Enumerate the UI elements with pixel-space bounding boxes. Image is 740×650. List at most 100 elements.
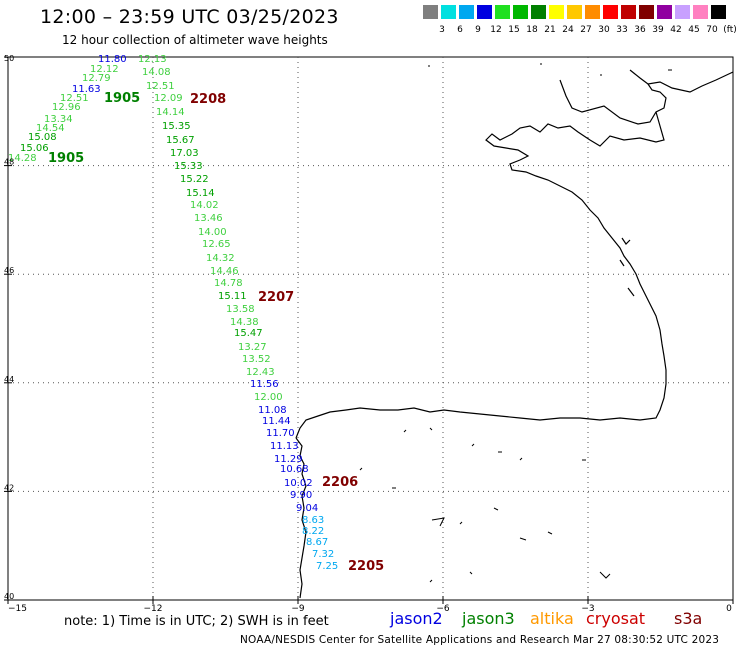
wave-height-reading: 11.80: [98, 54, 127, 65]
longitude-label: −9: [291, 604, 305, 614]
wave-height-reading: 13.27: [238, 342, 267, 353]
scale-label: 12: [490, 25, 502, 35]
legend-jason3: jason3: [462, 609, 515, 628]
scale-label: 30: [598, 25, 610, 35]
inland-water-marks: [359, 63, 672, 583]
scale-label: 24: [562, 25, 574, 35]
wave-height-reading: 13.34: [44, 114, 73, 125]
wave-height-reading: 10.02: [284, 478, 313, 489]
scale-swatch: [549, 5, 564, 19]
wave-height-reading: 12.51: [146, 81, 175, 92]
wave-height-reading: 8.67: [306, 537, 328, 548]
wave-height-reading: 12.43: [246, 367, 275, 378]
wave-height-reading: 14.54: [36, 123, 65, 134]
pass-time-label: 1905: [104, 91, 140, 106]
scale-swatch: [621, 5, 636, 19]
galicia-coast: [295, 437, 307, 599]
wave-height-reading: 15.33: [174, 161, 203, 172]
wave-height-reading: 12.12: [90, 64, 119, 75]
wave-height-reading: 11.56: [250, 379, 279, 390]
wave-height-reading: 12.51: [60, 93, 89, 104]
wave-height-reading: 11.70: [266, 428, 295, 439]
pass-time-label: 2206: [322, 475, 358, 490]
scale-label: 21: [544, 25, 556, 35]
latitude-label: 42: [4, 483, 14, 492]
wave-height-reading: 12.65: [202, 239, 231, 250]
scale-swatch: [495, 5, 510, 19]
wave-height-reading: 13.46: [194, 213, 223, 224]
latitude-label: 48: [4, 158, 14, 167]
longitude-label: −3: [581, 604, 594, 614]
longitude-labels: −15 −12 −9 −6 −3 0: [8, 604, 732, 614]
wave-height-reading: 14.02: [190, 200, 219, 211]
wave-height-reading: 14.32: [206, 253, 235, 264]
scale-swatch: [531, 5, 546, 19]
wave-height-reading: 9.04: [296, 503, 318, 514]
wave-height-reading: 12.96: [52, 102, 81, 113]
pass-time-labels: 1905 2208 1905 2207 2206 2205: [48, 91, 384, 574]
wave-height-reading: 11.13: [270, 441, 299, 452]
wave-height-reading: 9.90: [290, 490, 312, 501]
wave-height-reading: 17.03: [170, 148, 199, 159]
page-title: 12:00 – 23:59 UTC 03/25/2023: [40, 6, 339, 28]
scale-swatch: [585, 5, 600, 19]
cotentin-peninsula: [559, 79, 667, 125]
pass-time-label: 2205: [348, 559, 384, 574]
latitude-label: 50: [4, 54, 14, 63]
scale-swatch: [441, 5, 456, 19]
footer-credit: NOAA/NESDIS Center for Satellite Applica…: [240, 634, 720, 646]
wave-height-reading: 15.14: [186, 188, 215, 199]
scale-swatch: [675, 5, 690, 19]
wave-height-reading: 14.28: [8, 153, 37, 164]
wave-height-reading: 7.25: [316, 561, 338, 572]
longitude-label: −15: [8, 604, 27, 614]
wave-height-reading: 12.09: [154, 93, 183, 104]
wave-height-reading: 11.29: [274, 454, 303, 465]
coastline: [295, 69, 734, 599]
wave-height-reading: 15.08: [28, 132, 57, 143]
scale-label: 70: [706, 25, 718, 35]
scale-swatch: [477, 5, 492, 19]
wave-height-reading: 15.06: [20, 143, 49, 154]
longitude-label: 0: [726, 604, 732, 614]
longitude-label: −12: [144, 604, 163, 614]
longitude-label: −6: [436, 604, 450, 614]
wave-height-reading: 10.68: [280, 464, 309, 475]
wave-height-reading: 14.08: [142, 67, 171, 78]
wave-height-reading: 8.63: [302, 515, 324, 526]
latitude-labels: 50 48 46 44 42 40: [4, 54, 14, 601]
scale-swatch: [657, 5, 672, 19]
wave-height-reading: 13.52: [242, 354, 271, 365]
note-text: note: 1) Time is in UTC; 2) SWH is in fe…: [64, 614, 329, 629]
wave-height-reading: 12.13: [138, 54, 167, 65]
scale-swatch: [459, 5, 474, 19]
legend-cryosat: cryosat: [586, 609, 646, 628]
scale-label: 9: [475, 25, 481, 35]
scale-label: 15: [508, 25, 520, 35]
legend-jason2: jason2: [390, 609, 443, 628]
scale-label: 18: [526, 25, 538, 35]
scale-label: (ft): [723, 25, 737, 35]
wave-height-reading: 11.08: [258, 405, 287, 416]
scale-label: 6: [457, 25, 463, 35]
pass-time-label: 2208: [190, 92, 226, 107]
scale-label: 42: [670, 25, 682, 35]
wave-height-reading: 15.35: [162, 121, 191, 132]
scale-swatch: [693, 5, 708, 19]
wave-height-reading: 8.22: [302, 526, 324, 537]
latitude-label: 46: [4, 266, 14, 275]
wave-height-reading: 7.32: [312, 549, 334, 560]
map-frame: [7, 56, 734, 601]
wave-height-reading: 15.22: [180, 174, 209, 185]
wave-height-reading: 11.63: [72, 84, 101, 95]
graticule-grid: [8, 57, 733, 600]
wave-height-reading: 15.11: [218, 291, 247, 302]
wave-height-reading: 14.78: [214, 278, 243, 289]
wave-height-reading: 11.44: [262, 416, 291, 427]
scale-swatch: [603, 5, 618, 19]
wave-height-reading: 12.79: [82, 73, 111, 84]
scale-swatch: [567, 5, 582, 19]
legend-s3a: s3a: [674, 609, 703, 628]
scale-label: 39: [652, 25, 664, 35]
